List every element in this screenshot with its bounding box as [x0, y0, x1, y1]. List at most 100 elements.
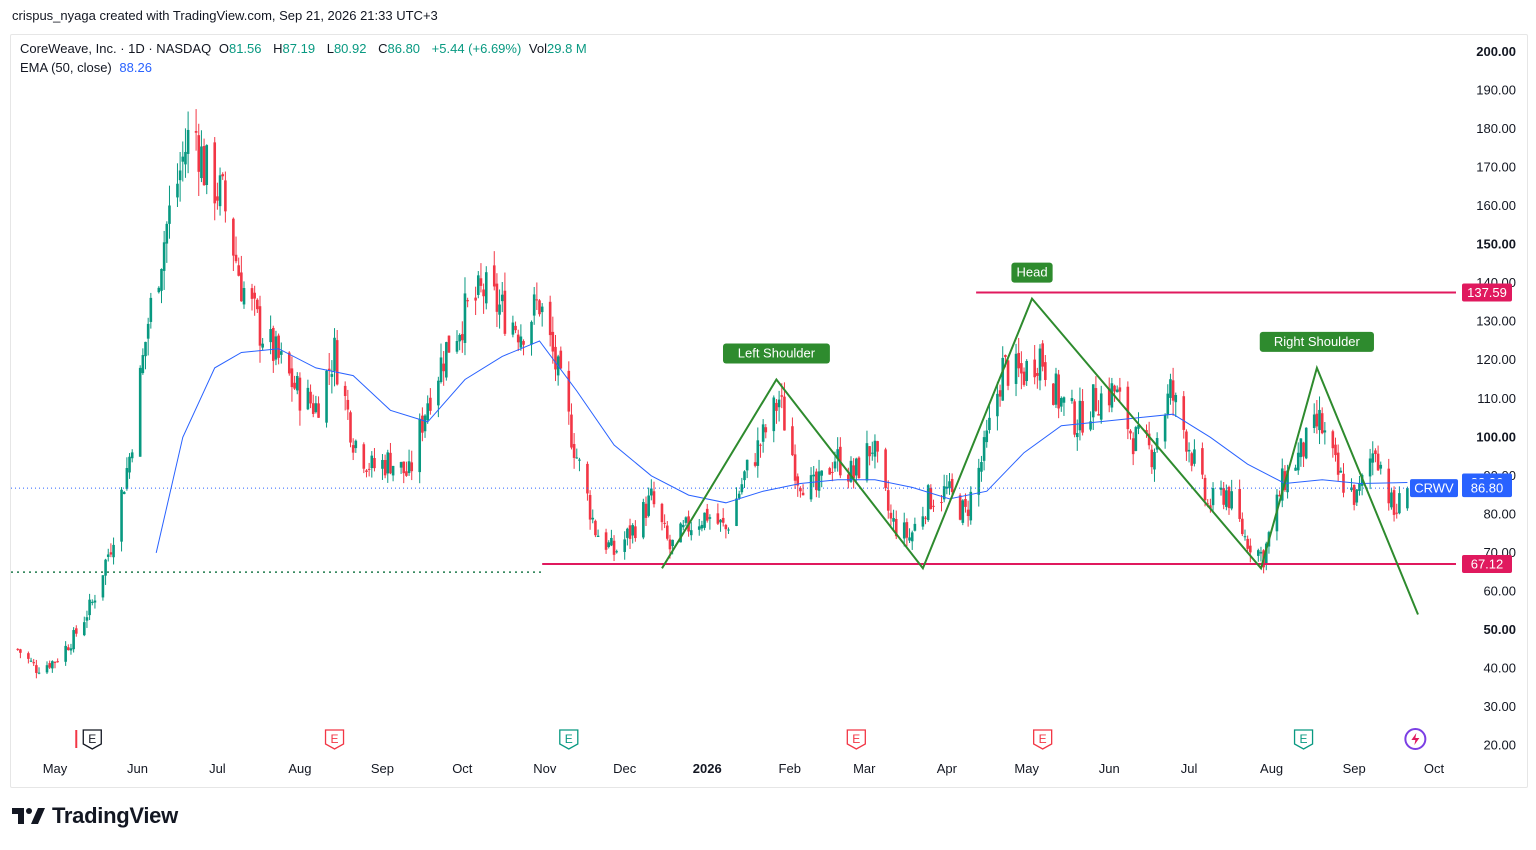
- candle-body[interactable]: [849, 460, 853, 482]
- candle-body[interactable]: [969, 491, 973, 521]
- candle-body[interactable]: [783, 396, 786, 431]
- candle-body[interactable]: [218, 175, 222, 207]
- candle-body[interactable]: [498, 304, 501, 315]
- candle-body[interactable]: [349, 412, 352, 443]
- candle-body[interactable]: [689, 530, 693, 536]
- candle-body[interactable]: [932, 505, 935, 507]
- candle-body[interactable]: [253, 292, 256, 299]
- candle-body[interactable]: [591, 517, 595, 520]
- candle-body[interactable]: [780, 395, 784, 397]
- candle-body[interactable]: [985, 430, 989, 443]
- candles[interactable]: [16, 109, 1409, 679]
- candle-body[interactable]: [391, 465, 395, 476]
- candle-body[interactable]: [1025, 360, 1028, 382]
- candle-body[interactable]: [575, 457, 579, 459]
- candle-body[interactable]: [293, 382, 296, 389]
- candle-body[interactable]: [290, 368, 294, 388]
- candle-body[interactable]: [1352, 484, 1356, 505]
- candle-body[interactable]: [306, 387, 310, 410]
- candle-body[interactable]: [1044, 362, 1047, 380]
- candle-body[interactable]: [1302, 442, 1305, 457]
- candle-body[interactable]: [642, 502, 645, 538]
- candle-body[interactable]: [942, 486, 946, 500]
- candle-body[interactable]: [1390, 492, 1393, 508]
- candle-body[interactable]: [85, 617, 89, 621]
- candle-body[interactable]: [889, 512, 893, 519]
- candle-body[interactable]: [48, 663, 51, 668]
- candle-body[interactable]: [27, 653, 30, 659]
- candle-body[interactable]: [466, 300, 469, 302]
- candle-body[interactable]: [335, 340, 339, 385]
- candle-body[interactable]: [69, 648, 73, 651]
- candle-body[interactable]: [894, 518, 898, 537]
- candle-body[interactable]: [982, 437, 986, 461]
- candle-body[interactable]: [1246, 538, 1249, 549]
- candle-body[interactable]: [405, 471, 408, 476]
- candle-body[interactable]: [1001, 357, 1005, 401]
- candle-body[interactable]: [1171, 380, 1175, 401]
- candle-body[interactable]: [101, 575, 105, 598]
- candle-body[interactable]: [828, 468, 831, 475]
- candle-body[interactable]: [1193, 449, 1196, 464]
- candle-body[interactable]: [998, 390, 1002, 397]
- candle-body[interactable]: [271, 327, 275, 361]
- candle-body[interactable]: [53, 661, 57, 663]
- candle-body[interactable]: [35, 665, 38, 673]
- candle-body[interactable]: [1379, 464, 1383, 469]
- candle-body[interactable]: [37, 672, 41, 674]
- candle-body[interactable]: [277, 335, 280, 358]
- candle-body[interactable]: [913, 523, 917, 531]
- candle-body[interactable]: [122, 492, 126, 495]
- candle-body[interactable]: [492, 265, 496, 287]
- candle-body[interactable]: [737, 493, 741, 499]
- candle-body[interactable]: [479, 278, 483, 286]
- candle-body[interactable]: [1075, 433, 1079, 438]
- candle-body[interactable]: [1022, 371, 1026, 385]
- pattern-label[interactable]: Right Shoulder: [1259, 331, 1374, 352]
- candle-body[interactable]: [402, 461, 406, 474]
- candle-body[interactable]: [418, 418, 422, 473]
- candle-body[interactable]: [437, 380, 440, 406]
- candle-body[interactable]: [72, 630, 75, 650]
- candle-body[interactable]: [1052, 383, 1055, 405]
- candle-body[interactable]: [1041, 343, 1044, 367]
- candle-body[interactable]: [1155, 438, 1159, 450]
- candle-body[interactable]: [532, 294, 536, 316]
- candle-body[interactable]: [461, 334, 464, 341]
- legend-ema-label[interactable]: EMA (50, close): [20, 60, 112, 75]
- candle-body[interactable]: [1036, 373, 1039, 376]
- candle-body[interactable]: [1089, 421, 1092, 430]
- candle-body[interactable]: [1078, 400, 1082, 431]
- candle-body[interactable]: [572, 444, 576, 458]
- candle-body[interactable]: [90, 601, 94, 603]
- candle-body[interactable]: [644, 503, 648, 518]
- candle-body[interactable]: [373, 458, 376, 469]
- candle-body[interactable]: [966, 509, 970, 517]
- candle-body[interactable]: [1174, 395, 1178, 403]
- candle-body[interactable]: [1358, 483, 1361, 491]
- candle-body[interactable]: [1070, 398, 1074, 402]
- candle-body[interactable]: [961, 500, 965, 523]
- candle-body[interactable]: [1182, 396, 1186, 430]
- candle-body[interactable]: [1225, 490, 1228, 507]
- candle-body[interactable]: [1395, 512, 1399, 514]
- candle-body[interactable]: [1227, 487, 1231, 509]
- candle-body[interactable]: [186, 129, 190, 154]
- candle-body[interactable]: [1387, 468, 1391, 504]
- candle-body[interactable]: [945, 486, 949, 489]
- candle-body[interactable]: [596, 535, 600, 537]
- candle-body[interactable]: [125, 468, 129, 489]
- candle-body[interactable]: [1126, 386, 1130, 430]
- candle-body[interactable]: [1169, 379, 1172, 398]
- candle-body[interactable]: [628, 525, 632, 539]
- candle-body[interactable]: [383, 460, 387, 476]
- candle-body[interactable]: [386, 452, 390, 474]
- candle-body[interactable]: [594, 520, 597, 536]
- candle-body[interactable]: [724, 524, 728, 530]
- candle-body[interactable]: [295, 375, 299, 391]
- candle-body[interactable]: [165, 223, 169, 244]
- candle-body[interactable]: [623, 539, 627, 552]
- candle-body[interactable]: [1115, 389, 1119, 393]
- candle-body[interactable]: [354, 440, 358, 449]
